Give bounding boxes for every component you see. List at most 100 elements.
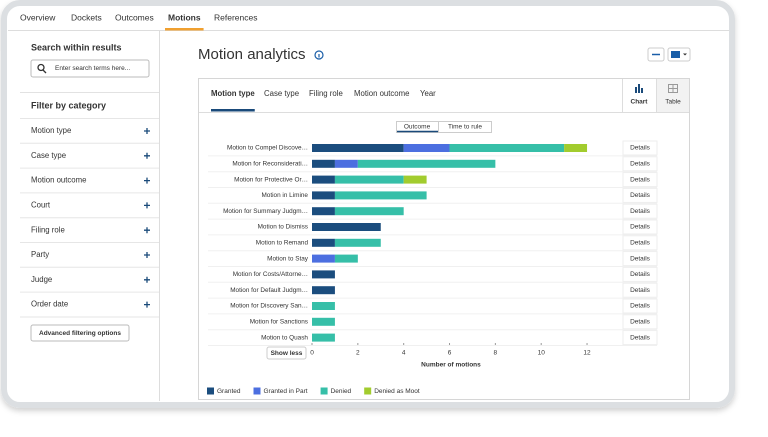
show-less-button[interactable]	[266, 346, 307, 360]
bar-segment	[357, 159, 496, 168]
filter-item[interactable]: Court	[31, 200, 51, 209]
details-cell	[622, 330, 658, 346]
search-title: Search within results	[31, 42, 122, 52]
nav-tab[interactable]: Overview	[20, 12, 56, 22]
nav-tab[interactable]: Motions	[168, 12, 201, 22]
x-tick-label: 2	[356, 350, 360, 357]
bar-segment	[403, 175, 427, 184]
y-tick-label: Motion to Remand	[256, 239, 309, 246]
x-tick-label: 0	[310, 350, 314, 357]
bar-segment	[403, 144, 450, 152]
panel-tab[interactable]: Motion outcome	[354, 89, 409, 98]
bar-segment	[449, 144, 565, 152]
expand-icon	[144, 301, 150, 308]
bar-segment	[312, 207, 335, 216]
bar-segment	[312, 175, 335, 184]
bar-segment	[312, 144, 404, 152]
bar-segment	[334, 191, 427, 200]
legend-label: Granted	[217, 388, 241, 395]
bar-segment	[312, 286, 335, 295]
x-tick-label: 8	[494, 350, 498, 357]
details-link[interactable]: Details	[630, 319, 651, 326]
details-link[interactable]: Details	[630, 287, 651, 294]
bar-segment	[312, 238, 335, 247]
x-tick-label: 6	[448, 350, 452, 357]
details-link[interactable]: Details	[630, 271, 651, 278]
toggle-option[interactable]: Time to rule	[448, 124, 482, 131]
y-tick-label: Motion for Default Judgm…	[230, 287, 308, 294]
panel-tab[interactable]: Year	[420, 89, 436, 98]
details-link[interactable]: Details	[630, 224, 651, 231]
details-link[interactable]: Details	[630, 192, 651, 199]
details-link[interactable]: Details	[630, 303, 651, 310]
y-tick-label: Motion in Limine	[261, 192, 308, 199]
advanced-button[interactable]	[30, 324, 130, 342]
y-tick-label: Motion to Quash	[261, 334, 308, 341]
expand-icon	[144, 152, 150, 159]
table-button-bg[interactable]	[656, 79, 689, 112]
bar-segment	[312, 254, 335, 263]
expand-icon	[144, 227, 150, 234]
filter-item[interactable]: Party	[31, 250, 49, 259]
y-tick-label: Motion for Sanctions	[250, 318, 308, 325]
table-icon	[668, 84, 678, 93]
bar-segment	[564, 144, 588, 152]
filter-item[interactable]: Filing role	[31, 225, 65, 234]
bar-segment	[334, 175, 404, 184]
panel-tab-indicator	[211, 109, 255, 112]
filter-item[interactable]: Order date	[31, 300, 68, 309]
details-cell	[622, 140, 658, 156]
panel-tab[interactable]: Case type	[264, 89, 299, 98]
details-cell	[622, 266, 658, 282]
toggle[interactable]	[396, 121, 492, 133]
details-link[interactable]: Details	[630, 145, 651, 152]
nav-tab[interactable]: Dockets	[71, 12, 102, 22]
details-link[interactable]: Details	[630, 240, 651, 247]
details-cell	[622, 156, 658, 172]
view-button[interactable]: Table	[665, 99, 681, 106]
filter-item[interactable]: Case type	[31, 151, 66, 160]
mail-icon	[671, 51, 680, 58]
show-less-label[interactable]: Show less	[271, 350, 303, 357]
details-link[interactable]: Details	[630, 255, 651, 262]
search-box[interactable]	[30, 59, 150, 78]
bar-segment	[312, 270, 335, 279]
bar-segment	[312, 302, 335, 310]
filter-item[interactable]: Judge	[31, 275, 52, 284]
panel-tab[interactable]: Motion type	[211, 89, 255, 98]
details-link[interactable]: Details	[630, 176, 651, 183]
details-cell	[622, 203, 658, 219]
info-icon[interactable]	[314, 50, 324, 60]
details-cell	[622, 187, 658, 203]
view-button[interactable]: Chart	[631, 99, 649, 106]
bar-segment	[312, 317, 335, 326]
details-cell	[622, 282, 658, 298]
legend-label: Granted in Part	[264, 388, 308, 395]
expand-icon	[144, 252, 150, 258]
nav-tab[interactable]: Outcomes	[115, 12, 154, 22]
details-link[interactable]: Details	[630, 161, 651, 168]
nav-tab[interactable]: References	[214, 12, 257, 22]
panel-tab[interactable]: Filing role	[309, 89, 343, 98]
advanced-button-label[interactable]: Advanced filtering options	[39, 330, 121, 337]
y-tick-label: Motion to Stay	[267, 255, 309, 262]
legend-swatch	[320, 387, 328, 395]
details-link[interactable]: Details	[630, 208, 651, 215]
x-axis-label: Number of motions	[421, 362, 481, 369]
details-cell	[622, 251, 658, 267]
page-title: Motion analytics	[198, 46, 306, 63]
y-tick-label: Motion to Compel Discove…	[227, 145, 308, 152]
search-icon	[37, 63, 45, 72]
details-link[interactable]: Details	[630, 334, 651, 341]
x-tick-label: 4	[402, 350, 406, 357]
legend-swatch	[207, 387, 214, 395]
filter-item[interactable]: Motion outcome	[31, 176, 86, 185]
y-tick-label: Motion to Dismiss	[258, 224, 308, 231]
toggle-option[interactable]: Outcome	[404, 124, 431, 131]
search-placeholder: Enter search terms here...	[55, 65, 130, 72]
filter-item[interactable]: Motion type	[31, 126, 71, 135]
bar-segment	[312, 191, 335, 200]
expand-icon	[144, 202, 150, 209]
